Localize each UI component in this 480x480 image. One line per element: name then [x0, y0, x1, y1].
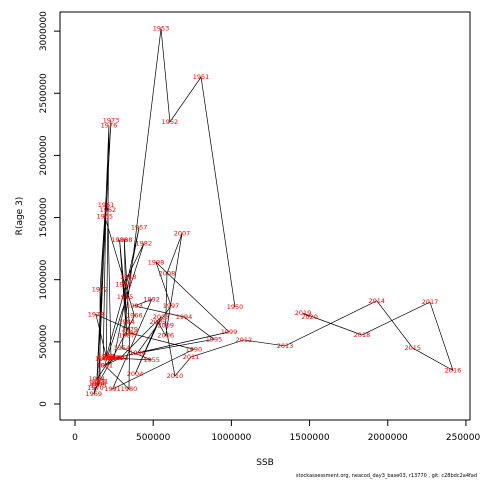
- point-label: 1962: [100, 206, 117, 214]
- y-tick-label: 2500000: [39, 73, 49, 113]
- point-label: 2005: [150, 318, 167, 326]
- x-tick-label: 2000000: [368, 433, 408, 443]
- point-label: 1985: [117, 293, 134, 301]
- point-label: 1979: [121, 325, 138, 333]
- y-tick-label: 2000000: [39, 135, 49, 175]
- point-label: 1975: [90, 381, 107, 389]
- point-label: 1961: [98, 201, 115, 209]
- y-tick-label: 0: [39, 401, 49, 407]
- point-label: 1986: [111, 236, 128, 244]
- point-label: 1976: [101, 122, 118, 130]
- point-label: 1959: [98, 353, 115, 361]
- point-label: 1989: [121, 329, 138, 337]
- point-label: 1967: [104, 354, 121, 362]
- point-label: 2012: [236, 336, 253, 344]
- point-label: 1983: [115, 281, 132, 289]
- point-label: 1982: [136, 240, 153, 248]
- point-label: 1987: [118, 332, 135, 340]
- point-label: 1960: [95, 355, 112, 363]
- point-label: 1957: [131, 223, 148, 231]
- point-label: 1978: [88, 310, 105, 318]
- point-label: 1970: [87, 384, 104, 392]
- point-label: 2013: [277, 342, 294, 350]
- point-label: 1951: [193, 73, 210, 81]
- y-tick-label: 500000: [39, 324, 49, 359]
- point-label: 2003: [153, 313, 170, 321]
- point-label: 1984: [118, 318, 135, 326]
- point-label: 1963: [103, 354, 120, 362]
- point-label: 1977: [98, 353, 115, 361]
- point-label: 2000: [107, 354, 124, 362]
- plot-frame: [59, 11, 471, 421]
- point-label: 1993: [126, 302, 143, 310]
- point-label: 1973: [103, 117, 120, 125]
- point-label: 1996: [129, 349, 146, 357]
- point-label: 1995: [206, 335, 223, 343]
- point-label: 2016: [445, 366, 462, 374]
- point-label: 2019: [295, 309, 312, 317]
- point-label: 1971: [92, 378, 109, 386]
- point-label: 2017: [422, 298, 439, 306]
- point-label: 2014: [369, 297, 386, 305]
- point-label: 2011: [183, 353, 200, 361]
- point-label: 1965: [96, 212, 113, 220]
- point-label: 1955: [143, 356, 160, 364]
- point-label: 2010: [167, 372, 184, 380]
- point-label: 2015: [404, 344, 421, 352]
- point-label: 2006: [157, 332, 174, 340]
- point-label: 1990: [186, 345, 203, 353]
- point-label: 1972: [92, 286, 109, 294]
- point-label: 1964: [89, 375, 106, 383]
- point-label: 1968: [90, 379, 107, 387]
- point-label: 1954: [114, 344, 131, 352]
- y-tick-label: 1000000: [39, 259, 49, 299]
- point-label: 1953: [153, 25, 170, 33]
- x-axis-label: SSB: [256, 458, 274, 468]
- point-label: 2001: [96, 361, 113, 369]
- point-label: 1980: [121, 385, 138, 393]
- point-label: 2020: [301, 313, 318, 321]
- point-label: 1991: [104, 385, 121, 393]
- x-tick-label: 2500000: [446, 433, 480, 443]
- point-label: 2018: [354, 331, 371, 339]
- footer-note: stockassessment.org, neacod_day3_base03,…: [296, 473, 477, 479]
- y-tick-label: 1500000: [39, 197, 49, 237]
- point-label: 1998: [148, 258, 165, 266]
- point-label: 1992: [143, 296, 160, 304]
- point-label: 1952: [162, 118, 179, 126]
- point-label: 1958: [120, 273, 137, 281]
- point-label: 1956: [106, 354, 123, 362]
- trajectory-line: [93, 28, 454, 395]
- point-label: 1999: [221, 328, 238, 336]
- point-label: 2004: [127, 370, 144, 378]
- x-tick-label: 500000: [136, 433, 171, 443]
- point-label: 2009: [157, 322, 174, 330]
- x-tick-label: 0: [72, 433, 78, 443]
- point-label: 2002: [112, 354, 129, 362]
- point-label: 1981: [96, 361, 113, 369]
- point-label: 2007: [174, 230, 191, 238]
- point-label: 1969: [86, 390, 103, 398]
- point-label: 1988: [116, 236, 133, 244]
- point-label: 1994: [176, 313, 193, 321]
- y-tick-label: 3000000: [39, 11, 49, 51]
- x-tick-label: 1000000: [211, 433, 251, 443]
- point-label: 1974: [89, 380, 106, 388]
- x-tick-label: 1500000: [290, 433, 330, 443]
- point-label: 2008: [159, 269, 176, 277]
- y-axis-label: R(age 3): [15, 197, 25, 236]
- point-label: 1966: [126, 312, 143, 320]
- point-label: 1997: [163, 302, 180, 310]
- point-label: 1950: [227, 303, 244, 311]
